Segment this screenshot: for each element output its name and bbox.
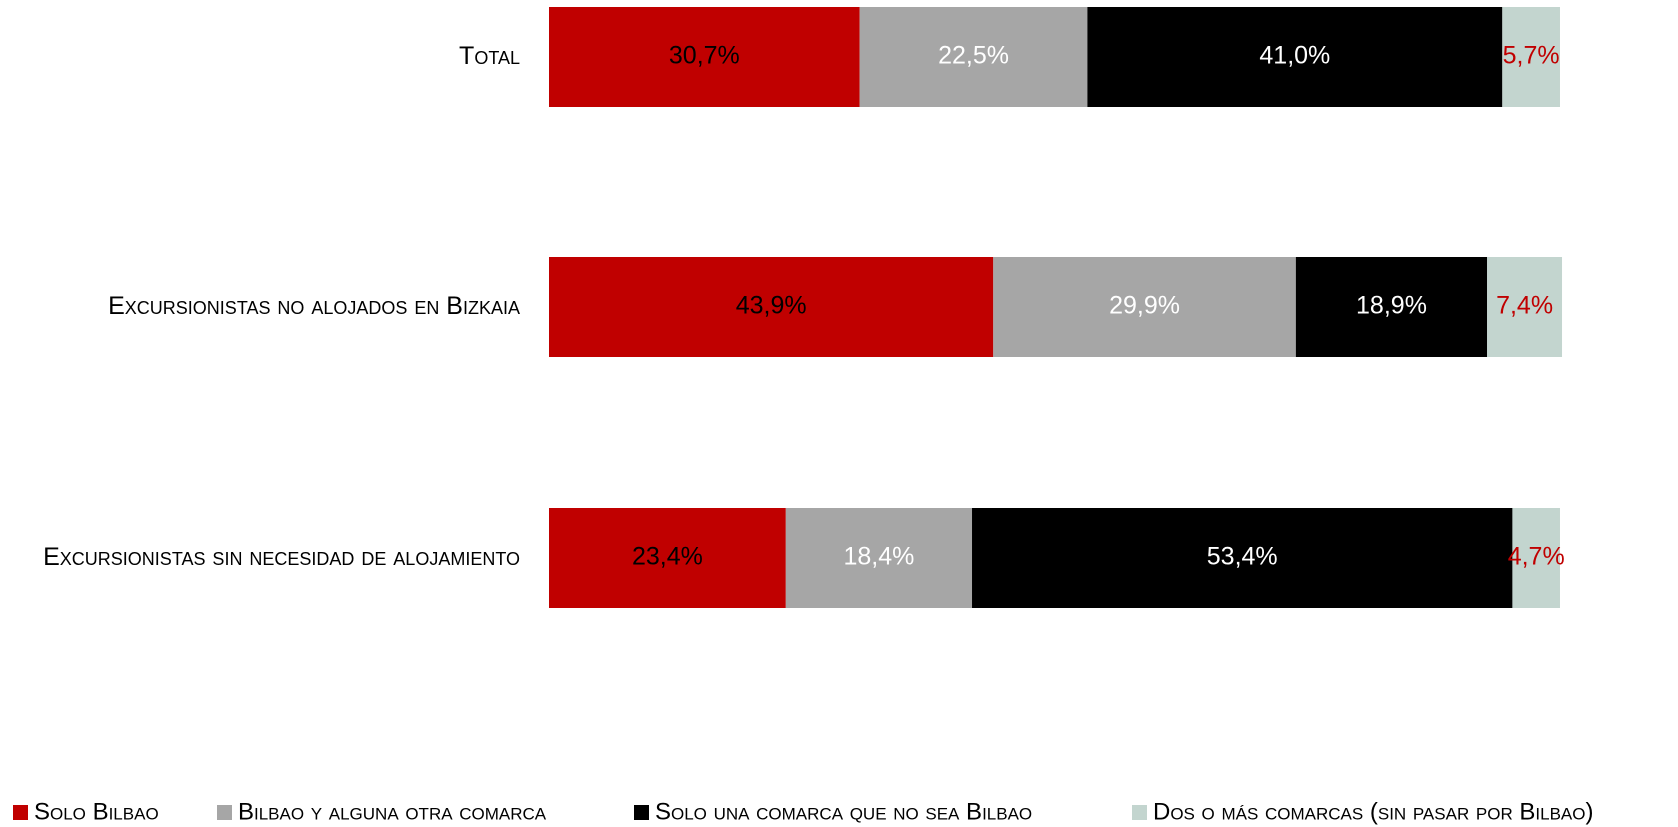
legend-label: Solo Bilbao	[34, 798, 159, 825]
legend-label: Dos o más comarcas (sin pasar por Bilbao…	[1153, 798, 1593, 825]
bar-segment	[993, 257, 1296, 357]
bar-segment	[1512, 508, 1560, 608]
value-label: 53,4%	[1207, 543, 1278, 571]
value-label: 22,5%	[938, 42, 1009, 70]
legend-swatch	[1132, 805, 1147, 820]
value-label: 41,0%	[1259, 42, 1330, 70]
value-label: 18,9%	[1356, 292, 1427, 320]
bar-segment	[549, 7, 860, 107]
bar-segment	[1487, 257, 1563, 357]
bar-segment	[549, 508, 786, 608]
category-label-box: Excursionistas sin necesidad de alojamie…	[43, 508, 520, 608]
legend-swatch	[217, 805, 232, 820]
category-label: Excursionistas no alojados en Bizkaia	[108, 292, 520, 321]
bar-segment	[1295, 257, 1488, 357]
bar-segment	[785, 508, 973, 608]
legend-label: Bilbao y alguna otra comarca	[238, 798, 547, 825]
value-label: 7,4%	[1496, 292, 1553, 320]
value-label: 23,4%	[632, 543, 703, 571]
category-label: Total	[459, 42, 520, 71]
value-label: 29,9%	[1109, 292, 1180, 320]
value-label: 30,7%	[669, 42, 740, 70]
value-label: 43,9%	[736, 292, 807, 320]
bar-segment	[1502, 7, 1560, 107]
bar-segment	[1087, 7, 1503, 107]
value-label: 5,7%	[1503, 42, 1560, 70]
value-label: 4,7%	[1508, 543, 1565, 571]
legend-label: Solo una comarca que no sea Bilbao	[655, 798, 1032, 825]
category-label-box: Total	[459, 7, 520, 107]
bar-segment	[549, 257, 994, 357]
bar-segment	[972, 508, 1513, 608]
legend-swatch	[13, 805, 28, 820]
category-label: Excursionistas sin necesidad de alojamie…	[43, 543, 520, 572]
legend-swatch	[634, 805, 649, 820]
value-label: 18,4%	[843, 543, 914, 571]
bar-segment	[859, 7, 1088, 107]
category-label-box: Excursionistas no alojados en Bizkaia	[108, 257, 520, 357]
